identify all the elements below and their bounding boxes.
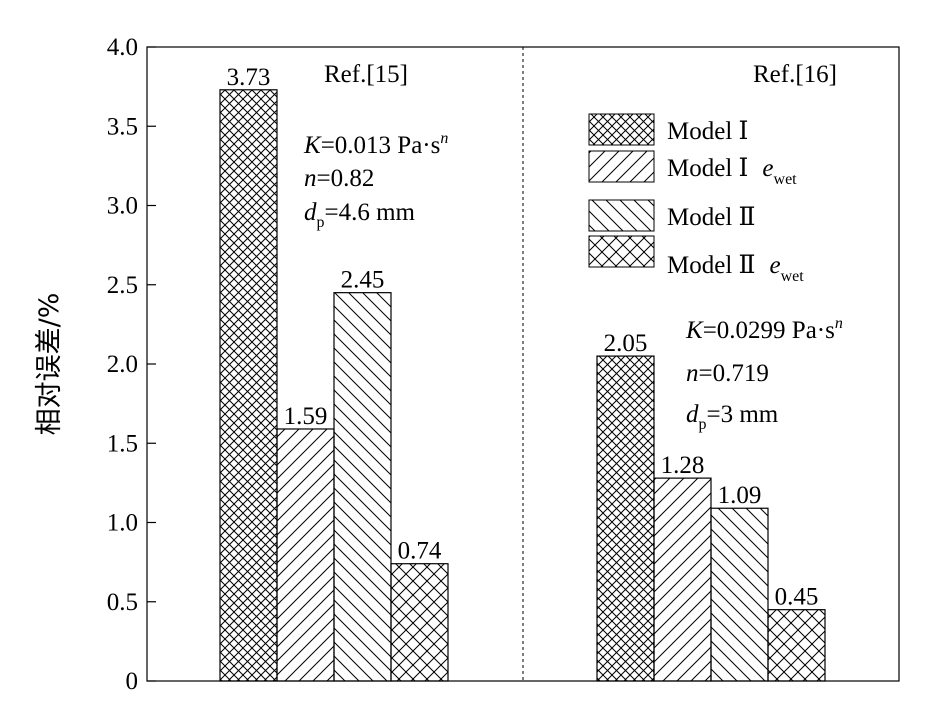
y-tick-label-6: 3.0 (107, 193, 138, 220)
bars (219, 89, 826, 682)
bar-g1-s1 (219, 89, 278, 682)
legend-label-model-1: Model Ⅰ (667, 118, 748, 145)
params-ref15: K=0.013 Pa·sn n=0.82 dp=4.6 mm (303, 130, 448, 231)
bar-g2-s1 (596, 355, 655, 682)
legend-label-model-2: Model Ⅱ (667, 204, 756, 231)
bar-g2-s4 (767, 609, 826, 682)
bar-g1-s2 (276, 428, 335, 682)
bar-label-g2-s1: 2.05 (604, 330, 648, 357)
y-axis: 0 0.5 1.0 1.5 2.0 2.5 3.0 3.5 4.0 (107, 34, 156, 695)
bar-label-g1-s2: 1.59 (284, 403, 328, 430)
bar-label-g2-s2: 1.28 (661, 452, 705, 479)
bar-label-g1-s3: 2.45 (341, 267, 385, 294)
bar-g2-s2 (653, 477, 712, 682)
bar-g2-s3 (710, 507, 769, 682)
param-k-ref16: K=0.0299 Pa·sn (685, 315, 843, 344)
legend-swatch-model-2-ewet (588, 235, 655, 268)
param-d-ref16: dp=3 mm (686, 401, 779, 433)
bar-value-labels: 3.73 1.59 2.45 0.74 2.05 1.28 1.09 0.45 (227, 64, 819, 611)
legend-swatch-model-1 (588, 113, 655, 146)
y-tick-label-5: 2.5 (107, 272, 138, 299)
param-k-ref15: K=0.013 Pa·sn (303, 130, 448, 159)
bar-label-g2-s4: 0.45 (775, 584, 819, 611)
ref-label-16: Ref.[16] (753, 61, 837, 88)
y-tick-label-8: 4.0 (107, 34, 138, 61)
y-tick-label-1: 0.5 (107, 589, 138, 616)
params-ref16: K=0.0299 Pa·sn n=0.719 dp=3 mm (685, 315, 843, 433)
param-n-ref16: n=0.719 (686, 360, 769, 387)
bar-g1-s4 (390, 563, 449, 682)
y-axis-title: 相对误差/% (34, 293, 65, 436)
y-tick-label-2: 1.0 (107, 510, 138, 537)
bar-label-g2-s3: 1.09 (718, 482, 762, 509)
y-tick-label-4: 2.0 (107, 351, 138, 378)
bar-label-g1-s1: 3.73 (227, 64, 271, 91)
bar-g1-s3 (333, 292, 392, 682)
bar-label-g1-s4: 0.74 (398, 538, 442, 565)
param-d-ref15: dp=4.6 mm (304, 199, 416, 231)
y-tick-label-3: 1.5 (107, 430, 138, 457)
ref-label-15: Ref.[15] (324, 61, 408, 88)
y-tick-label-0: 0 (126, 668, 139, 695)
legend-swatch-model-1-ewet (588, 150, 655, 183)
legend-swatch-model-2 (588, 199, 655, 232)
y-tick-label-7: 3.5 (107, 113, 138, 140)
param-n-ref15: n=0.82 (304, 165, 374, 192)
